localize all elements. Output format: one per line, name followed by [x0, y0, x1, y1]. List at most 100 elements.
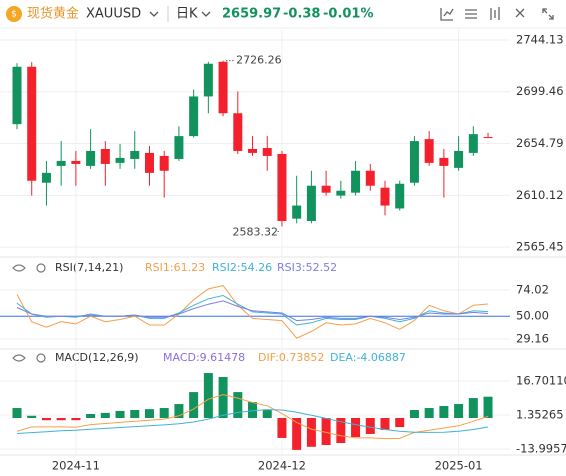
- macd-bar: [454, 404, 464, 418]
- candle-body: [27, 66, 37, 181]
- macd-bar: [203, 373, 213, 418]
- macd-bar: [144, 409, 154, 418]
- candle-body: [174, 136, 184, 159]
- candle-body: [454, 150, 464, 168]
- macd-bar: [130, 410, 140, 418]
- y-tick-label: 1.35265: [516, 408, 564, 422]
- candle-body: [409, 141, 419, 183]
- legend-entry: MACD:9.61478: [163, 351, 245, 364]
- macd-bar: [365, 417, 375, 434]
- visibility-icon[interactable]: [12, 264, 26, 272]
- candle-body: [292, 205, 302, 219]
- candle-body: [130, 150, 140, 159]
- visibility-icon[interactable]: [12, 354, 26, 362]
- change-percent: -0.01%: [323, 7, 374, 22]
- candle-body: [189, 96, 199, 137]
- macd-bar: [292, 417, 302, 450]
- fullscreen-icon[interactable]: [542, 8, 554, 20]
- macd-bar: [409, 410, 419, 418]
- annotation: 2583.32: [232, 225, 278, 238]
- price: 2659.97: [222, 7, 281, 22]
- candle-body: [336, 190, 346, 196]
- y-tick-label: 2565.45: [516, 240, 564, 254]
- macd-bar: [189, 392, 199, 418]
- macd-bar: [100, 412, 110, 418]
- candle-icon[interactable]: [490, 7, 500, 20]
- legend-entry: DIF:0.73852: [258, 351, 324, 364]
- settings-icon[interactable]: [465, 9, 477, 19]
- x-tick-label: 2024-12: [258, 459, 306, 473]
- rsi-line: [16, 294, 489, 326]
- logo: [6, 6, 22, 22]
- panel-title: RSI(7,14,21): [55, 261, 123, 274]
- candle-body: [100, 148, 110, 164]
- candle-body: [468, 134, 478, 153]
- candle-body: [86, 150, 96, 166]
- legend-entry: RSI1:61.23: [145, 261, 205, 274]
- indicator-icon[interactable]: [440, 8, 454, 21]
- candle-body: [306, 185, 316, 221]
- y-tick-label: -13.99579: [516, 442, 566, 456]
- y-tick-label: 2744.13: [516, 32, 564, 46]
- macd-bar: [159, 408, 169, 418]
- macd-bar: [336, 417, 346, 444]
- legend-entry: RSI2:54.26: [212, 261, 272, 274]
- candle-body: [233, 113, 243, 151]
- y-tick-label: 2699.46: [516, 84, 564, 98]
- macd-bar: [115, 410, 125, 418]
- draw-icon[interactable]: [515, 8, 525, 18]
- y-tick-label: 16.70110: [516, 374, 566, 388]
- macd-bar: [262, 410, 272, 418]
- candle-body: [71, 160, 81, 164]
- y-tick-label: 74.02: [516, 282, 549, 296]
- settings-icon[interactable]: [36, 353, 46, 363]
- macd-bar: [277, 417, 287, 438]
- macd-bar: [56, 417, 66, 421]
- macd-bar: [71, 417, 81, 421]
- legend-entry: DEA:-4.06887: [330, 351, 406, 364]
- macd-bar: [321, 417, 331, 446]
- macd-bar: [439, 406, 449, 418]
- y-tick-label: 50.00: [516, 309, 549, 323]
- symbol[interactable]: XAUUSD: [86, 7, 141, 22]
- candle-body: [218, 61, 228, 114]
- candle-body: [321, 185, 331, 193]
- symbol-dropdown[interactable]: [149, 11, 159, 17]
- candle-body: [248, 148, 258, 153]
- x-tick-label: 2025-01: [435, 459, 483, 473]
- y-tick-label: 2610.12: [516, 188, 564, 202]
- macd-bar: [174, 404, 184, 418]
- candle-body: [41, 172, 51, 183]
- macd-line: [16, 409, 489, 434]
- period[interactable]: 日K: [176, 7, 198, 22]
- macd-bar: [468, 398, 478, 418]
- y-tick-label: 2654.79: [516, 136, 564, 150]
- instrument-name: 现货黄金: [27, 6, 79, 22]
- period-dropdown[interactable]: [201, 11, 211, 17]
- macd-bar: [395, 417, 405, 428]
- rsi-line: [16, 300, 489, 322]
- x-tick-label: 2024-11: [52, 459, 100, 473]
- macd-bar: [27, 415, 37, 418]
- y-tick-label: 29.16: [516, 331, 549, 345]
- candle-body: [439, 157, 449, 166]
- candle-body: [365, 170, 375, 186]
- macd-bar: [483, 396, 493, 418]
- macd-bar: [351, 417, 361, 438]
- candle-body: [203, 63, 213, 97]
- candle-body: [351, 170, 361, 193]
- candle-body: [262, 148, 272, 156]
- candle-body: [115, 157, 125, 163]
- candle-body: [56, 160, 66, 166]
- macd-line: [16, 394, 489, 440]
- panel-title: MACD(12,26,9): [55, 351, 139, 364]
- macd-bar: [12, 408, 22, 418]
- candle-body: [483, 137, 493, 139]
- macd-bar: [380, 417, 390, 430]
- macd-bar: [41, 417, 51, 421]
- settings-icon[interactable]: [36, 263, 46, 273]
- macd-bar: [248, 402, 258, 418]
- annotation: 2726.26: [236, 54, 282, 67]
- macd-bar: [218, 377, 228, 418]
